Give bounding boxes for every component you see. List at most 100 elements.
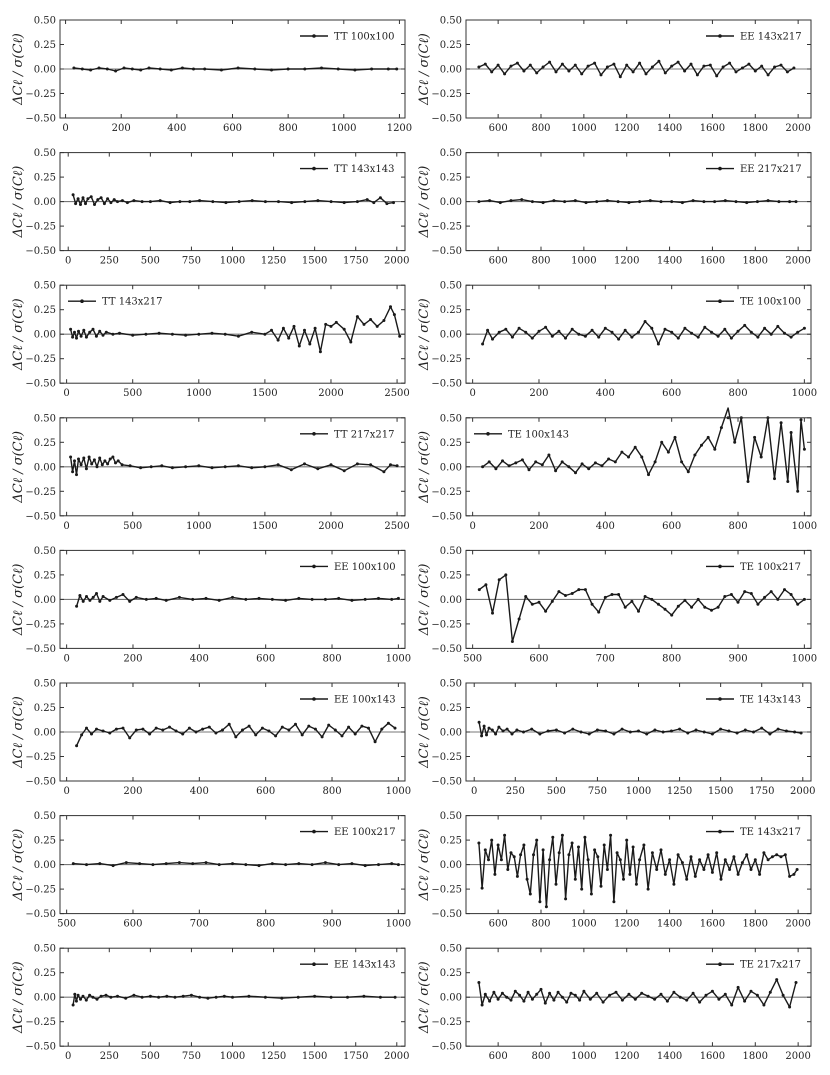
- data-point: [236, 464, 240, 468]
- x-tick-label: 1500: [252, 521, 277, 532]
- y-tick-label: 0.25: [440, 438, 462, 449]
- data-point: [690, 605, 694, 609]
- data-point: [507, 464, 511, 468]
- data-point: [101, 333, 105, 337]
- data-point: [776, 727, 780, 731]
- x-tick-label: 1000: [186, 521, 211, 532]
- data-point: [713, 447, 717, 451]
- data-point: [569, 991, 573, 995]
- data-point: [263, 465, 267, 469]
- data-point: [132, 199, 136, 203]
- data-point: [620, 998, 624, 1002]
- data-point: [663, 872, 667, 876]
- data-point: [749, 592, 753, 595]
- data-point: [666, 450, 670, 454]
- data-point: [284, 863, 288, 867]
- data-point: [650, 851, 654, 855]
- data-point: [759, 455, 763, 459]
- data-point: [480, 1003, 484, 1007]
- data-point: [612, 62, 616, 66]
- data-point: [144, 332, 148, 336]
- x-tick-label: 2000: [785, 1051, 810, 1062]
- data-point: [253, 67, 257, 71]
- data-point: [363, 597, 367, 601]
- data-point: [77, 457, 80, 461]
- data-point: [263, 332, 267, 336]
- data-point: [365, 198, 369, 202]
- data-point: [755, 993, 759, 997]
- data-point: [528, 63, 532, 67]
- x-tick-label: 400: [190, 786, 209, 797]
- data-point: [788, 200, 792, 204]
- data-point: [250, 199, 254, 203]
- data-point: [149, 465, 153, 469]
- data-point: [276, 338, 280, 342]
- data-point: [147, 66, 151, 70]
- y-tick-label: −0.50: [431, 1042, 462, 1053]
- legend-marker: [312, 697, 316, 701]
- data-point: [656, 602, 660, 606]
- data-point: [743, 999, 747, 1003]
- y-tick-label: 0.25: [34, 173, 56, 184]
- y-tick-label: −0.50: [431, 114, 462, 125]
- data-point: [539, 987, 543, 991]
- y-tick-label: −0.25: [431, 885, 462, 896]
- data-point: [733, 440, 737, 444]
- x-tick-label: 400: [167, 123, 186, 134]
- data-point: [599, 73, 603, 77]
- data-point: [329, 995, 333, 999]
- data-point: [589, 892, 593, 896]
- data-point: [329, 324, 333, 328]
- data-point: [574, 471, 577, 475]
- y-tick-label: 0.50: [34, 16, 56, 27]
- legend-marker: [718, 697, 722, 701]
- data-point: [173, 995, 177, 999]
- data-point: [728, 868, 732, 871]
- data-point: [510, 640, 514, 643]
- data-point: [634, 882, 638, 886]
- y-tick-label: 0.25: [440, 836, 462, 847]
- data-point: [680, 460, 684, 464]
- x-tick-label: 200: [123, 786, 142, 797]
- data-point: [548, 991, 552, 995]
- data-point: [316, 199, 320, 203]
- x-tick-label: 1600: [700, 123, 725, 134]
- y-tick-label: 0.25: [34, 968, 56, 979]
- data-point: [396, 863, 400, 867]
- x-tick-label: 2000: [318, 521, 343, 532]
- data-point: [571, 727, 575, 731]
- data-point: [303, 67, 307, 71]
- data-point: [783, 853, 787, 857]
- data-point: [583, 835, 587, 839]
- data-point: [756, 335, 760, 339]
- data-point: [746, 480, 750, 483]
- data-point: [580, 462, 584, 466]
- data-point: [378, 196, 382, 200]
- panel: −0.50 −0.25 0.00 0.25 0.50 500 600 700 800 900 100…: [11, 811, 411, 930]
- y-tick-label: 0.00: [34, 462, 56, 473]
- y-tick-label: 0.50: [440, 413, 462, 424]
- data-point: [362, 994, 366, 998]
- legend-label: TE 100x143: [508, 429, 569, 440]
- x-tick-label: 200: [529, 521, 548, 532]
- data-point: [745, 201, 749, 205]
- data-point: [375, 324, 379, 328]
- y-tick-label: 0.00: [440, 860, 462, 871]
- data-point: [497, 578, 501, 582]
- x-tick-label: 1000: [571, 123, 596, 134]
- data-point: [537, 600, 541, 604]
- x-tick-label: 2000: [785, 256, 810, 267]
- data-point: [493, 872, 497, 876]
- x-tick-label: 900: [728, 653, 747, 664]
- data-point: [80, 733, 84, 737]
- data-point: [622, 877, 625, 881]
- data-point: [695, 73, 699, 77]
- data-point: [627, 455, 630, 459]
- data-point: [597, 610, 601, 614]
- data-point: [140, 200, 144, 204]
- data-point: [98, 862, 102, 866]
- y-axis-label: ΔCℓ / σ(Cℓ): [417, 431, 432, 504]
- data-point: [88, 330, 92, 334]
- data-point: [601, 1000, 605, 1004]
- data-point: [745, 853, 749, 857]
